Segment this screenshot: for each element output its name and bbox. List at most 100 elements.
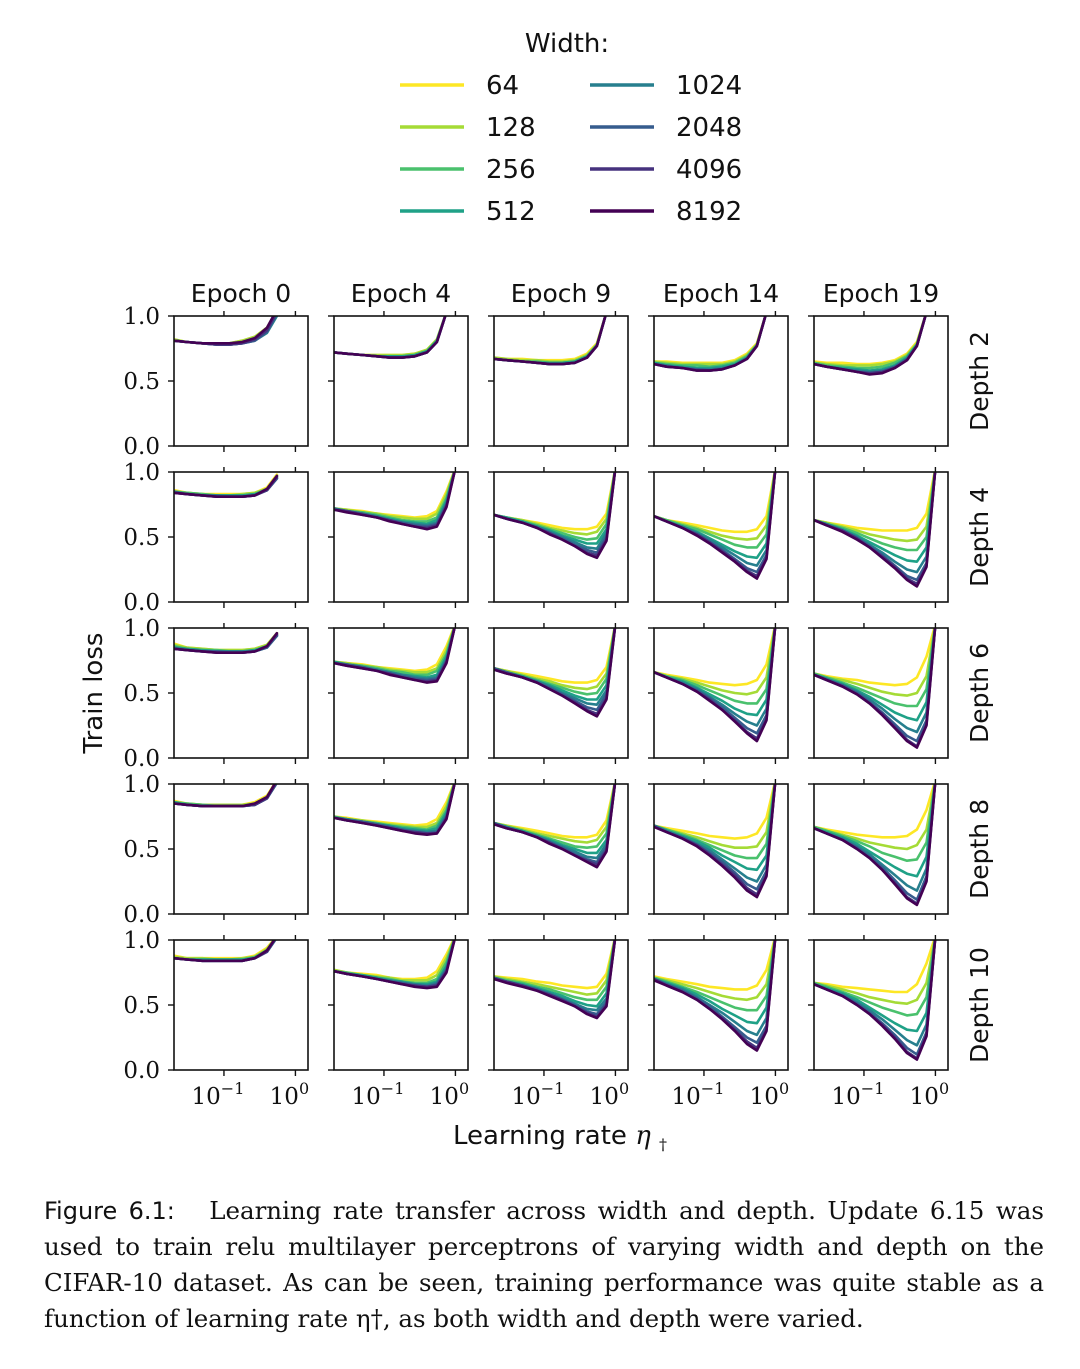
y-tick-label: 1.0 bbox=[123, 460, 160, 486]
series-line-128 bbox=[814, 628, 937, 697]
panel-r2-c4 bbox=[648, 467, 789, 608]
panel-r1-c3: Epoch 9 bbox=[488, 279, 629, 452]
panel-r4-c4 bbox=[648, 779, 789, 920]
series-line-256 bbox=[654, 472, 777, 549]
x-tick-label-base: 10 bbox=[430, 1084, 459, 1110]
row-title: Depth 6 bbox=[965, 643, 994, 743]
panel-r4-c3 bbox=[488, 779, 629, 920]
series-line-8192 bbox=[494, 784, 617, 869]
caption-label: Figure 6.1: bbox=[44, 1197, 175, 1225]
series-line-2048 bbox=[494, 940, 617, 1016]
panel-r3-c3 bbox=[488, 623, 629, 764]
series-line-8192 bbox=[814, 628, 937, 749]
series-line-8192 bbox=[494, 316, 607, 366]
x-tick-label-exponent: 0 bbox=[619, 1079, 629, 1098]
series-line-8192 bbox=[334, 940, 456, 990]
figure-caption: Figure 6.1: Learning rate transfer acros… bbox=[44, 1193, 1044, 1337]
panel-frame bbox=[813, 315, 949, 447]
series-line-1024 bbox=[654, 472, 777, 567]
row-title: Depth 2 bbox=[965, 331, 994, 431]
column-title: Epoch 19 bbox=[823, 279, 939, 308]
series-line-4096 bbox=[654, 628, 777, 740]
y-tick-label: 0.0 bbox=[123, 1058, 160, 1084]
panel-r2-c5: Depth 4 bbox=[808, 467, 994, 608]
series-lines bbox=[174, 631, 279, 654]
x-tick-label: 100 bbox=[750, 1079, 789, 1110]
panel-r2-c1: 0.0 0.5 1.0 bbox=[123, 460, 309, 616]
series-line-256 bbox=[814, 784, 937, 862]
x-tick-label: 10−1 bbox=[352, 1079, 405, 1110]
series-lines bbox=[814, 472, 937, 588]
series-lines bbox=[654, 316, 767, 372]
x-tick-label: 100 bbox=[430, 1079, 469, 1110]
x-tick-label-exponent: −1 bbox=[541, 1079, 565, 1098]
y-axis-label: Train loss bbox=[79, 633, 109, 755]
column-title: Epoch 0 bbox=[191, 279, 291, 308]
legend-label-512: 512 bbox=[486, 197, 536, 227]
series-lines bbox=[814, 628, 937, 749]
column-title: Epoch 4 bbox=[351, 279, 451, 308]
panel-r2-c2 bbox=[328, 467, 469, 608]
series-line-512 bbox=[654, 316, 767, 370]
series-line-8192 bbox=[174, 631, 279, 654]
series-lines bbox=[494, 472, 617, 560]
series-line-4096 bbox=[174, 784, 277, 808]
series-lines bbox=[814, 940, 937, 1061]
legend-entries: 64 128 256 512 1024 2048 4096 8192 bbox=[400, 71, 742, 227]
x-tick-label-exponent: 0 bbox=[299, 1079, 309, 1098]
y-tick-label: 0.0 bbox=[123, 590, 160, 616]
series-line-2048 bbox=[494, 472, 617, 554]
series-line-256 bbox=[494, 940, 617, 1002]
panel-r1-c4: Epoch 14 bbox=[648, 279, 789, 452]
series-line-8192 bbox=[174, 474, 279, 498]
x-tick-label: 10−1 bbox=[832, 1079, 885, 1110]
x-tick-label-exponent: 0 bbox=[779, 1079, 789, 1098]
series-line-2048 bbox=[494, 784, 617, 864]
series-line-128 bbox=[654, 940, 777, 1002]
x-tick-label-base: 10 bbox=[192, 1084, 221, 1110]
x-tick-label: 100 bbox=[590, 1079, 629, 1110]
legend-label-128: 128 bbox=[486, 113, 536, 143]
panel-r1-c1: 0.0 0.5 1.0 Epoch 0 bbox=[123, 279, 309, 460]
series-line-64 bbox=[814, 628, 936, 687]
x-tick-label-exponent: −1 bbox=[861, 1079, 885, 1098]
panel-r3-c1: 0.0 0.5 1.0 bbox=[123, 616, 309, 772]
series-line-8192 bbox=[494, 472, 617, 560]
legend-label-1024: 1024 bbox=[676, 71, 742, 101]
series-lines bbox=[334, 316, 447, 359]
x-tick-label-base: 10 bbox=[512, 1084, 541, 1110]
x-tick-label-exponent: −1 bbox=[381, 1079, 405, 1098]
series-line-64 bbox=[654, 784, 776, 840]
series-line-8192 bbox=[494, 940, 617, 1020]
y-tick-label: 0.0 bbox=[123, 746, 160, 772]
panel-frame bbox=[653, 315, 789, 447]
row-title: Depth 8 bbox=[965, 799, 994, 899]
series-line-512 bbox=[174, 316, 277, 346]
series-lines bbox=[494, 628, 617, 718]
series-lines bbox=[814, 316, 927, 376]
panel-r4-c5: Depth 8 bbox=[808, 779, 994, 920]
series-line-64 bbox=[494, 940, 616, 990]
y-tick-label: 0.5 bbox=[123, 681, 160, 707]
legend-label-8192: 8192 bbox=[676, 197, 742, 227]
row-title: Depth 4 bbox=[965, 487, 994, 587]
series-lines bbox=[814, 784, 937, 907]
series-line-1024 bbox=[814, 472, 937, 574]
series-line-8192 bbox=[654, 784, 777, 899]
series-lines bbox=[494, 784, 617, 869]
series-line-2048 bbox=[814, 940, 937, 1056]
series-line-64 bbox=[814, 940, 936, 994]
x-tick-label: 10−1 bbox=[512, 1079, 565, 1110]
legend-label-2048: 2048 bbox=[676, 113, 742, 143]
series-line-8192 bbox=[174, 940, 276, 963]
x-tick-label-base: 10 bbox=[750, 1084, 779, 1110]
x-tick-label: 10−1 bbox=[672, 1079, 725, 1110]
series-line-8192 bbox=[654, 472, 777, 580]
caption-text: Learning rate transfer across width and … bbox=[44, 1196, 1044, 1333]
series-lines bbox=[654, 784, 777, 899]
x-tick-label: 10−1 bbox=[192, 1079, 245, 1110]
panel-r4-c2 bbox=[328, 779, 469, 920]
series-lines bbox=[654, 940, 777, 1052]
y-tick-label: 0.0 bbox=[123, 902, 160, 928]
